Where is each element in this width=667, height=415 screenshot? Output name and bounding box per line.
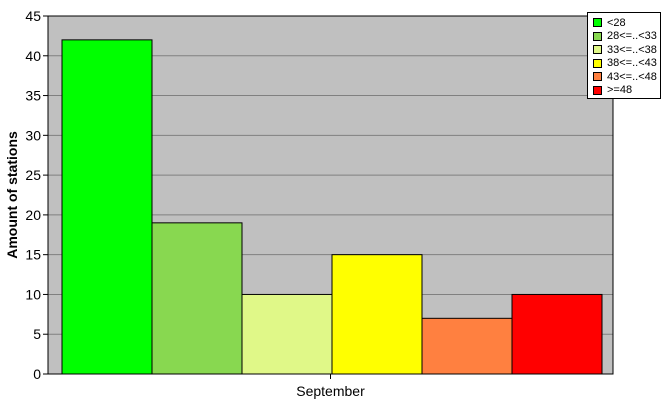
legend-swatch [593, 45, 602, 55]
legend-item: 33<=..<38 [593, 43, 660, 57]
legend-label: 38<=..<43 [607, 57, 657, 70]
bar [331, 254, 423, 375]
legend-item: >=48 [593, 84, 660, 98]
y-tick-label: 25 [25, 167, 41, 183]
y-tick-label: 45 [25, 8, 41, 24]
legend-label: <28 [607, 16, 626, 29]
x-tick-label: September [296, 383, 365, 399]
legend-label: 28<=..<33 [607, 30, 657, 43]
y-axis-label: Amount of stations [4, 131, 20, 259]
bar [511, 293, 603, 375]
y-tick-label: 15 [25, 247, 41, 263]
legend-label: 33<=..<38 [607, 43, 657, 56]
y-tick-label: 0 [33, 366, 41, 382]
legend-swatch [593, 31, 602, 41]
legend-label: 43<=..<48 [607, 70, 657, 83]
y-tick-label: 10 [25, 286, 41, 302]
legend: <28 28<=..<33 33<=..<38 38<=..<43 43<=..<48 >… [587, 12, 661, 99]
y-tick-label: 5 [33, 326, 41, 342]
legend-swatch [593, 72, 602, 82]
bar [241, 293, 333, 375]
y-tick-label: 20 [25, 207, 41, 223]
legend-item: 38<=..<43 [593, 57, 660, 71]
y-tick-label: 40 [25, 48, 41, 64]
legend-item: 28<=..<33 [593, 30, 660, 44]
bar [61, 39, 153, 375]
y-tick-label: 35 [25, 88, 41, 104]
legend-item: <28 [593, 16, 660, 30]
legend-label: >=48 [607, 84, 633, 97]
legend-item: 43<=..<48 [593, 70, 660, 84]
legend-swatch [593, 85, 602, 95]
bar [421, 317, 513, 375]
y-tick-label: 30 [25, 127, 41, 143]
bar [151, 222, 243, 375]
legend-swatch [593, 18, 602, 28]
legend-swatch [593, 58, 602, 68]
